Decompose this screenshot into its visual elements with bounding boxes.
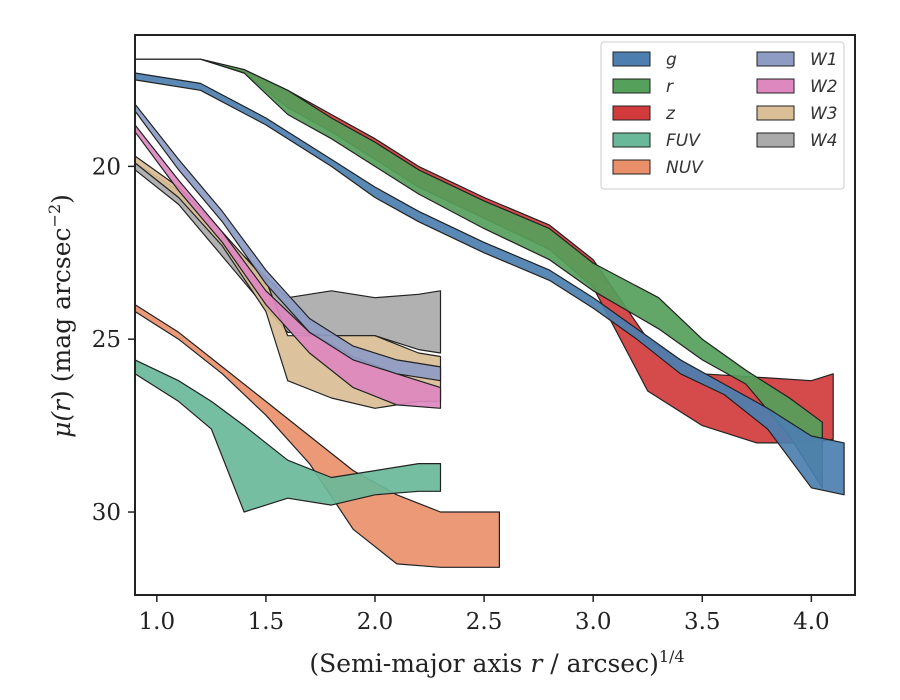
legend-label-w2: W2 <box>810 77 838 97</box>
legend-swatch-g <box>612 51 651 67</box>
y-axis-label-mu: μ( <box>47 411 76 438</box>
x-tick-label: 1.5 <box>248 609 285 635</box>
x-axis-label: (Semi-major axis r / arcsec)1/4 <box>309 647 684 678</box>
legend: grz FUV NUV W1 W2 W3 W4 <box>600 41 845 190</box>
series-band-nuv <box>134 304 500 568</box>
legend-swatch-z <box>612 105 651 121</box>
y-axis-label-close: ) <box>47 194 76 204</box>
x-tick-label: 2.5 <box>466 609 503 635</box>
legend-label-g: g <box>666 50 677 70</box>
x-axis-label-main: (Semi-major axis <box>309 649 530 678</box>
x-axis: 1.0 1.5 2.0 2.5 3.0 3.5 4.0 <box>139 595 830 635</box>
x-tick-label: 1.0 <box>139 609 176 635</box>
legend-swatch-w1 <box>756 51 795 67</box>
series-band-w2 <box>134 124 442 409</box>
legend-swatch-w2 <box>756 78 795 94</box>
series-band-g <box>134 72 845 496</box>
x-axis-label-sup: 1/4 <box>659 647 685 666</box>
x-tick-label: 2.0 <box>357 609 394 635</box>
y-axis: 20 25 30 <box>92 154 135 526</box>
legend-swatch-w3 <box>756 105 795 121</box>
series-layer <box>134 58 845 568</box>
legend-label-w1: W1 <box>810 50 838 70</box>
y-axis-label-var: r <box>47 398 76 412</box>
legend-swatch-nuv <box>612 159 651 175</box>
legend-label-z: z <box>665 104 676 124</box>
y-tick-label: 20 <box>92 154 121 180</box>
x-tick-label: 3.5 <box>684 609 721 635</box>
legend-label-w3: W3 <box>810 104 838 124</box>
legend-label-w4: W4 <box>810 131 838 151</box>
legend-swatch-r <box>612 78 651 94</box>
x-axis-label-var: r <box>530 649 544 678</box>
legend-swatch-fuv <box>612 132 651 148</box>
y-tick-label: 30 <box>92 500 121 526</box>
plot-frame <box>134 34 856 596</box>
y-axis-label: μ(r) (mag arcsec−2) <box>45 194 76 438</box>
legend-swatch-w4 <box>756 132 795 148</box>
series-band-w1 <box>134 103 442 382</box>
series-band-fuv <box>134 359 442 513</box>
y-tick-label: 25 <box>92 327 121 353</box>
legend-label-nuv: NUV <box>666 158 704 178</box>
y-axis-label-sup: −2 <box>45 204 64 228</box>
x-axis-label-rest: / arcsec) <box>542 649 659 678</box>
x-tick-label: 4.0 <box>793 609 830 635</box>
legend-label-r: r <box>666 77 674 97</box>
y-axis-label-mid: ) (mag arcsec <box>47 227 76 400</box>
x-tick-label: 3.0 <box>575 609 612 635</box>
legend-label-fuv: FUV <box>666 131 701 151</box>
